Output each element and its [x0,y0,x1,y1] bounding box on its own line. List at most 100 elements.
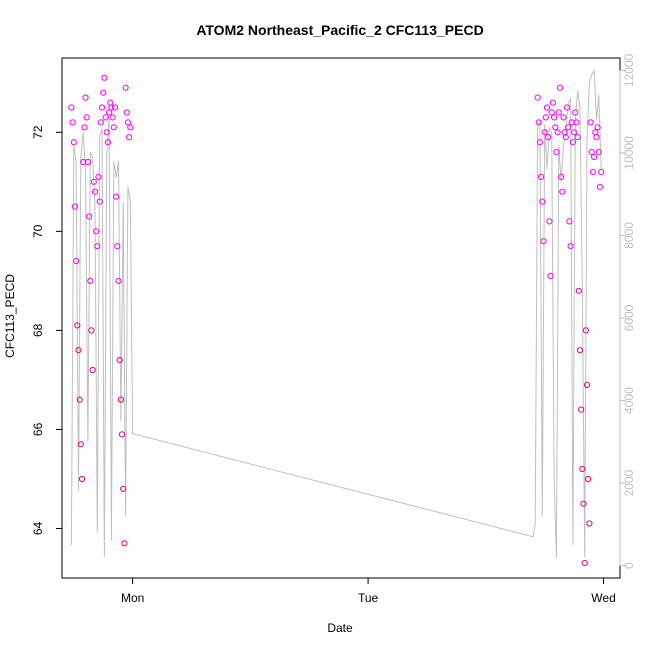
data-point [580,500,587,507]
y-axis-label: CFC113_PECD [3,274,17,358]
data-point [118,431,126,438]
y-tick-label: 72 [31,125,45,139]
data-point [542,114,549,121]
data-point [586,520,593,527]
data-point [81,124,88,131]
data-point [93,228,100,235]
data-point [122,84,129,91]
data-point [556,84,564,91]
data-point [113,193,120,200]
data-point [554,129,561,136]
data-point [534,94,541,101]
data-point [86,213,93,220]
data-point [581,560,588,567]
data-point [535,119,542,126]
data-point [84,158,92,166]
data-point [559,188,566,195]
data-point [593,134,600,141]
chart-title: ATOM2 Northeast_Pacific_2 CFC113_PECD [196,22,483,38]
data-point [75,347,82,354]
points-series [68,74,605,567]
data-point [588,149,595,156]
y2-tick-label: 2000 [622,469,636,496]
data-point [115,277,122,284]
axes: Mon Tue Wed 64 66 68 70 72 0 2000 4000 6000 8000 1000… [31,53,636,605]
data-point [562,134,569,141]
data-point [540,238,547,245]
data-point [104,139,112,146]
data-point [123,109,130,116]
data-point [558,173,565,180]
data-point [96,198,103,205]
data-point [587,119,594,126]
data-point [571,129,578,136]
data-point [94,243,101,250]
data-point [576,347,584,354]
data-point [574,134,581,141]
y2-tick-label: 10000 [622,136,636,170]
data-point [121,540,128,547]
data-point [111,104,119,111]
data-point [560,114,567,121]
data-point [76,396,83,403]
data-point [536,139,544,146]
data-point [109,114,116,121]
data-point [585,475,592,483]
data-point [582,327,590,334]
data-point [543,104,551,111]
data-point [88,327,95,334]
data-point [83,114,90,121]
data-point [547,272,554,279]
data-point [97,119,104,126]
x-tick-label: Tue [358,591,379,605]
data-point [552,124,559,131]
data-point [89,366,96,374]
y2-tick-label: 12000 [622,53,636,87]
data-point [100,89,107,96]
data-point [110,124,117,131]
data-point [77,441,84,448]
data-point [127,124,134,131]
y2-tick-label: 4000 [622,387,636,414]
y-tick-label: 64 [31,521,45,535]
x-tick-label: Mon [121,591,144,605]
data-point [594,124,601,131]
data-point [563,104,571,111]
data-point [539,198,546,205]
data-point [98,104,106,111]
data-point [108,104,115,111]
y-tick-label: 68 [31,323,45,337]
data-point [589,168,597,175]
data-point [71,203,79,210]
y2-tick-label: 6000 [622,304,636,331]
data-point [90,178,97,185]
data-point [102,114,109,121]
data-point [565,124,572,131]
data-point [95,173,102,180]
data-point [82,94,89,101]
data-point [578,406,585,413]
data-point [120,485,127,492]
y-tick-label: 70 [31,224,45,238]
data-point [114,243,121,250]
data-point [87,277,94,284]
data-point [74,322,81,329]
data-point [551,114,558,121]
data-point [572,109,579,116]
data-point [117,396,125,403]
data-point [106,109,113,116]
data-point [538,173,545,180]
data-point [541,129,548,136]
right-axis-line-series [70,68,602,558]
data-point [591,153,598,161]
data-point [569,139,577,146]
data-point [596,183,604,190]
x-axis-label: Date [327,621,353,635]
data-point [69,119,76,126]
data-point [101,74,108,81]
data-point [548,109,555,116]
data-point [553,149,560,156]
data-point [68,104,75,111]
